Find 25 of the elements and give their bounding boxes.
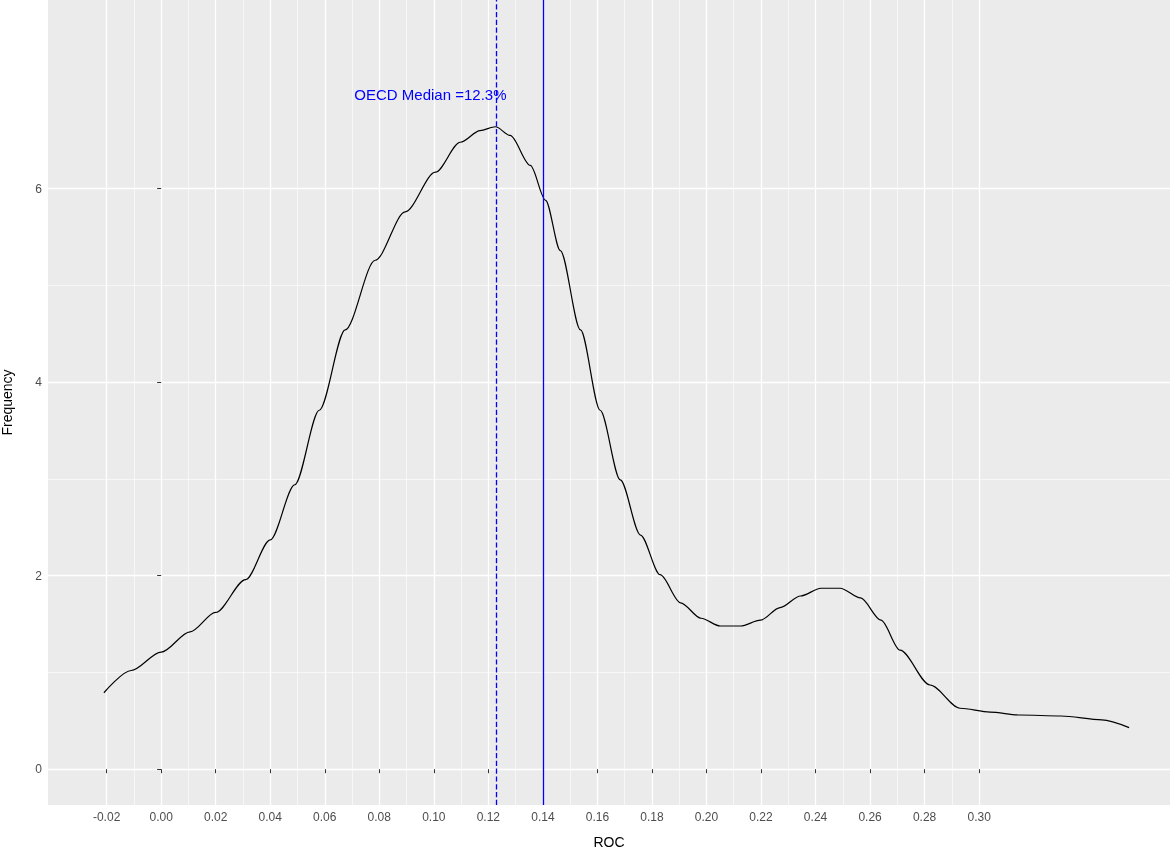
x-tick-label: 0.30: [967, 810, 992, 824]
x-tick-label: 0.22: [749, 810, 774, 824]
x-tick-label: 0.14: [531, 810, 555, 824]
x-tick-label: 0.16: [585, 810, 610, 824]
x-tick-label: 0.12: [476, 810, 501, 824]
x-axis-title: ROC: [593, 834, 625, 850]
x-tick-label: 0.28: [912, 810, 937, 824]
x-tick-label: 0.00: [149, 810, 174, 824]
x-tick-label: 0.10: [422, 810, 446, 824]
y-axis-title: Frequency: [0, 369, 15, 436]
x-tick-label: 0.04: [258, 810, 283, 824]
x-tick-label: -0.02: [92, 810, 121, 824]
x-tick-label: 0.06: [313, 810, 337, 824]
y-tick-label: 6: [35, 181, 43, 196]
x-tick-label: 0.26: [858, 810, 883, 824]
x-tick-label: 0.02: [204, 810, 228, 824]
y-tick-label: 2: [35, 568, 43, 583]
y-tick-label: 0: [35, 762, 43, 777]
x-tick-label: 0.08: [367, 810, 392, 824]
x-tick-label: 0.18: [640, 810, 664, 824]
y-tick-label: 4: [35, 375, 43, 390]
ref-line-label: OECD Median =12.3%: [354, 85, 507, 103]
line-series: [103, 126, 1130, 729]
x-tick-label: 0.20: [694, 810, 719, 824]
x-tick-label: 0.24: [803, 810, 828, 824]
